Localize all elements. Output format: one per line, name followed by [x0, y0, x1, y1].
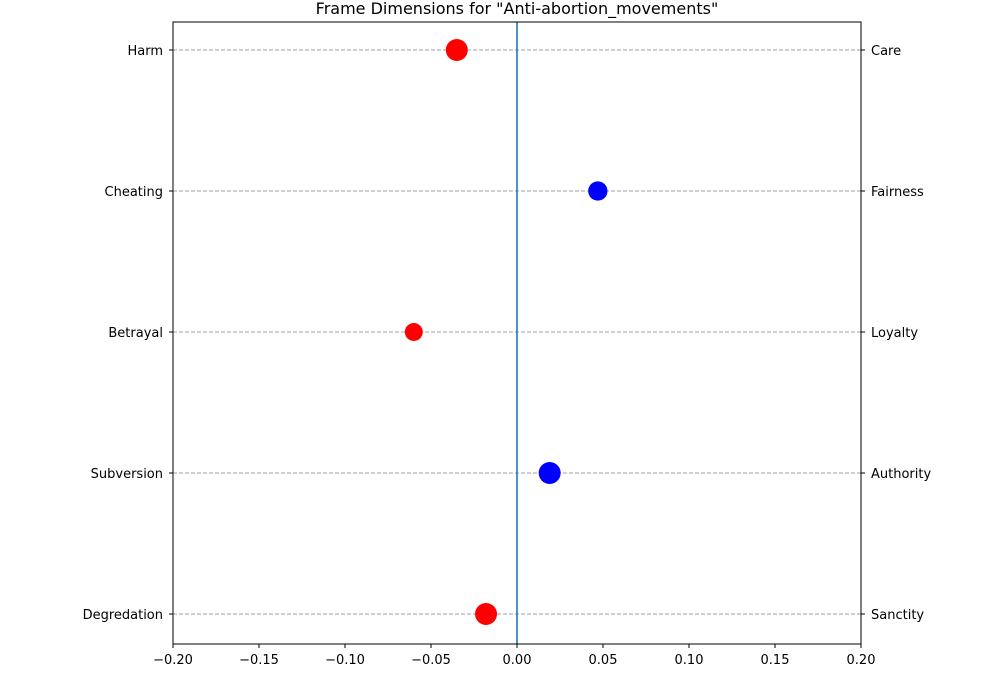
data-points [404, 39, 608, 625]
x-tick-label: 0.15 [761, 653, 790, 668]
data-point [538, 462, 561, 484]
y-tick-label-left: Harm [127, 44, 163, 59]
x-tick-label: 0.10 [675, 653, 704, 668]
x-tick-label: −0.05 [411, 653, 451, 668]
y-tick-label-right: Authority [871, 467, 931, 482]
y-tick-label-left: Cheating [105, 185, 163, 200]
y-tick-label-right: Loyalty [871, 326, 918, 341]
y-tick-label-right: Care [871, 44, 901, 59]
y-tick-label-left: Degredation [83, 608, 163, 623]
y-tick-label-right: Fairness [871, 185, 924, 200]
x-tick-label: 0.05 [589, 653, 618, 668]
x-tick-label: −0.15 [239, 653, 279, 668]
left-axis-labels: Harm Cheating Betrayal Subversion Degredatio… [83, 44, 163, 623]
right-axis-labels: Care Fairness Loyalty Authority Sanctity [871, 44, 931, 623]
y-tick-label-right: Sanctity [871, 608, 924, 623]
data-point [404, 323, 423, 341]
x-tick-label: −0.10 [325, 653, 365, 668]
x-tick-label: −0.20 [153, 653, 193, 668]
x-tick-label: 0.20 [847, 653, 876, 668]
y-tick-label-left: Subversion [91, 467, 163, 482]
data-point [588, 181, 608, 201]
data-point [475, 603, 498, 625]
axis-ticks: −0.20 −0.15 −0.10 −0.05 0.00 0.05 0.10 0.15 0.20 [153, 49, 876, 668]
y-tick-label-left: Betrayal [108, 326, 163, 341]
chart-title: Frame Dimensions for "Anti-abortion_move… [316, 0, 719, 19]
data-point [445, 39, 468, 61]
x-tick-label: 0.00 [503, 653, 532, 668]
